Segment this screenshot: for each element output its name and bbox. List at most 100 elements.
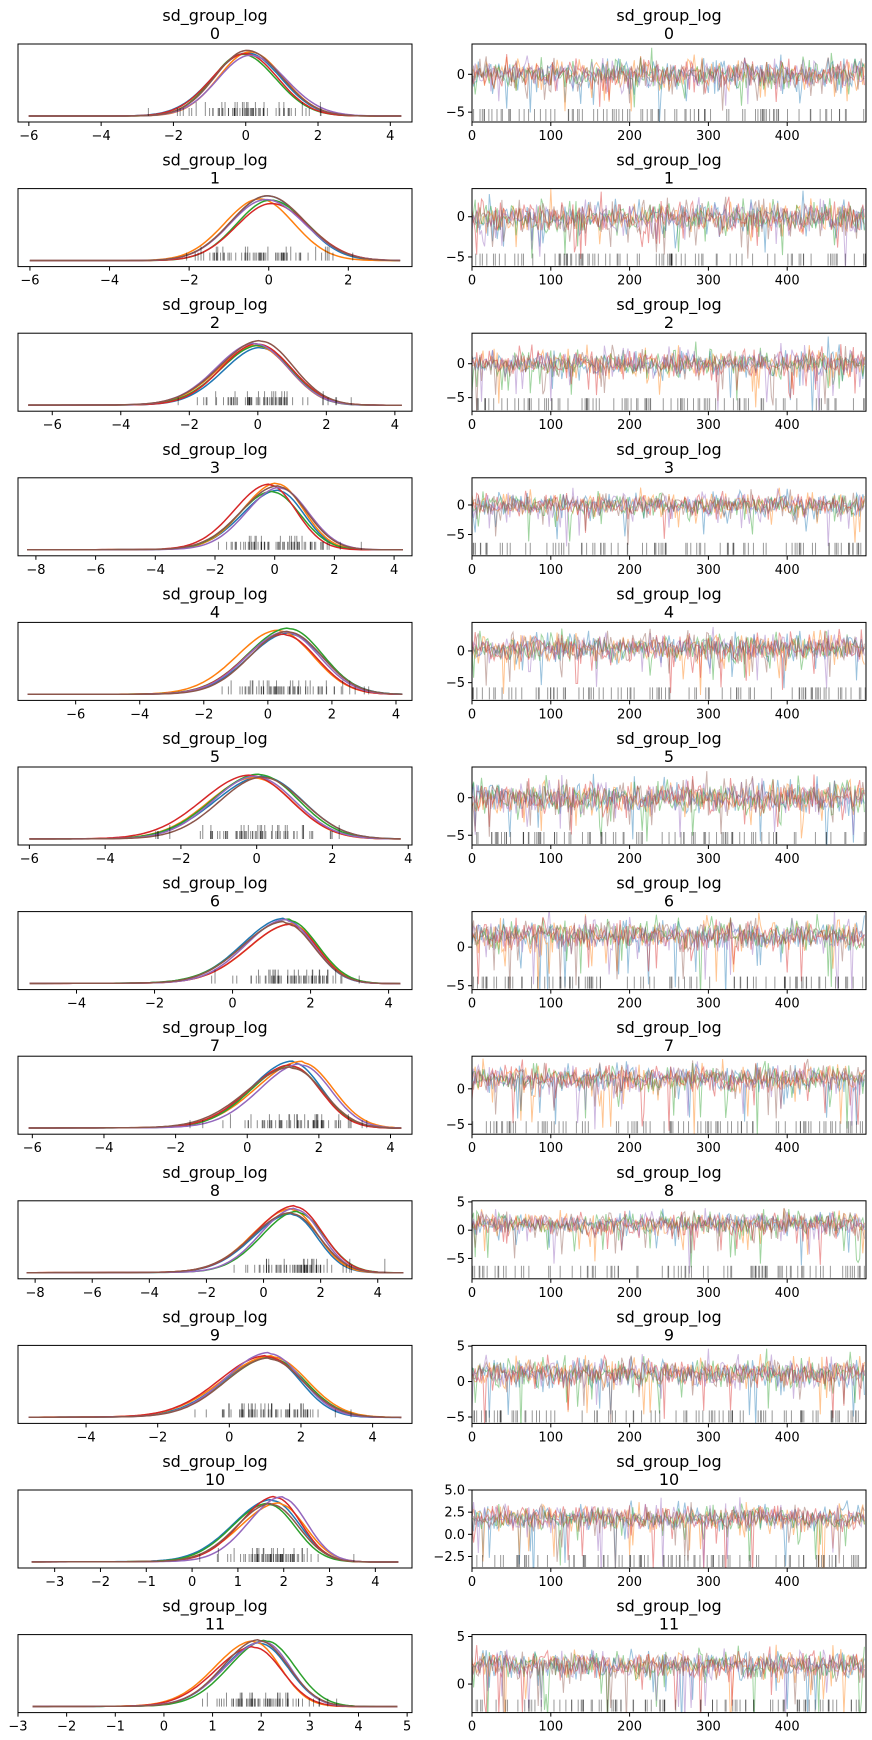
x-tick-label: 0 bbox=[254, 418, 262, 433]
x-tick-label: 200 bbox=[617, 1430, 642, 1445]
x-tick-label: 300 bbox=[696, 418, 721, 433]
x-tick-label: 100 bbox=[538, 418, 563, 433]
x-tick-label: −6 bbox=[19, 129, 38, 144]
y-tick-label: 0 bbox=[457, 357, 465, 372]
x-tick-label: −6 bbox=[83, 1286, 102, 1301]
x-tick-label: −8 bbox=[26, 1286, 45, 1301]
trace-lines bbox=[472, 188, 865, 267]
trace-line-chain-3 bbox=[472, 1210, 865, 1265]
subplot-title: sd_group_log bbox=[616, 1307, 721, 1327]
trace-line-chain-4 bbox=[472, 1348, 865, 1408]
x-tick-label: 300 bbox=[696, 1720, 721, 1735]
x-tick-label: 200 bbox=[617, 1286, 642, 1301]
trace-line-chain-4 bbox=[472, 1208, 865, 1274]
trace-line-chain-5 bbox=[472, 917, 865, 990]
subplot-subtitle: 10 bbox=[659, 1470, 679, 1489]
subplot-subtitle: 6 bbox=[664, 892, 674, 911]
x-tick-label: 4 bbox=[404, 852, 412, 867]
subplot-title: sd_group_log bbox=[162, 440, 267, 460]
axes-frame bbox=[471, 477, 867, 557]
subplot-title: sd_group_log bbox=[616, 874, 721, 894]
subplot-title: sd_group_log bbox=[162, 295, 267, 315]
trace-line-chain-1 bbox=[472, 1501, 865, 1568]
density-line-chain-0 bbox=[28, 1060, 402, 1129]
x-tick-label: 0 bbox=[468, 129, 476, 144]
x-tick-label: 100 bbox=[538, 563, 563, 578]
y-tick-label: −5 bbox=[446, 1118, 465, 1133]
x-tick-label: −6 bbox=[23, 1141, 42, 1156]
x-tick-label: 0 bbox=[259, 1286, 267, 1301]
x-tick-label: −4 bbox=[100, 274, 119, 289]
trace-line-chain-2 bbox=[472, 1503, 865, 1566]
y-tick-label: 0 bbox=[457, 210, 465, 225]
x-tick-label: 300 bbox=[696, 997, 721, 1012]
trace-line-chain-1 bbox=[472, 54, 865, 112]
x-tick-label: 400 bbox=[775, 1720, 800, 1735]
subplot-title: sd_group_log bbox=[162, 1597, 267, 1617]
axes-frame bbox=[17, 766, 413, 846]
y-tick-label: −5 bbox=[446, 250, 465, 265]
x-tick-label: 0 bbox=[160, 1720, 168, 1735]
trace-line-chain-5 bbox=[472, 771, 865, 837]
trace-line-chain-4 bbox=[472, 1648, 865, 1713]
x-tick-label: −2 bbox=[164, 129, 183, 144]
trace-line-chain-2 bbox=[472, 198, 865, 259]
density-line-chain-1 bbox=[28, 1060, 402, 1129]
trace-line-chain-2 bbox=[472, 1645, 865, 1713]
x-tick-label: −2 bbox=[148, 1430, 167, 1445]
trace-line-chain-0 bbox=[472, 773, 865, 845]
trace-line-chain-2 bbox=[472, 341, 865, 401]
x-tick-label: 4 bbox=[392, 707, 400, 722]
y-tick-label: 2.5 bbox=[444, 1506, 465, 1521]
x-tick-label: 4 bbox=[368, 1430, 376, 1445]
trace-line-chain-5 bbox=[472, 628, 865, 686]
x-tick-label: 300 bbox=[696, 563, 721, 578]
density-line-chain-0 bbox=[29, 195, 401, 262]
subplot-title: sd_group_log bbox=[616, 1597, 721, 1617]
x-tick-label: 200 bbox=[617, 1575, 642, 1590]
trace-line-chain-2 bbox=[472, 1060, 865, 1135]
density-line-chain-5 bbox=[31, 1502, 399, 1563]
trace-line-chain-2 bbox=[472, 47, 865, 108]
density-line-chain-0 bbox=[28, 52, 402, 117]
x-tick-label: 1 bbox=[234, 1575, 242, 1590]
x-tick-label: 100 bbox=[538, 1430, 563, 1445]
trace-line-chain-5 bbox=[472, 1650, 865, 1713]
axes-frame bbox=[17, 1344, 413, 1424]
x-tick-label: 2 bbox=[328, 852, 336, 867]
y-tick-label: −5 bbox=[446, 391, 465, 406]
x-tick-label: −2 bbox=[171, 852, 190, 867]
density-line-chain-4 bbox=[28, 1063, 402, 1129]
x-tick-label: 2 bbox=[344, 274, 352, 289]
trace-line-chain-0 bbox=[472, 336, 865, 412]
x-tick-label: 2 bbox=[328, 707, 336, 722]
x-tick-label: 400 bbox=[775, 1575, 800, 1590]
trace-line-chain-1 bbox=[472, 629, 865, 696]
x-tick-label: 2 bbox=[257, 1720, 265, 1735]
trace-line-chain-4 bbox=[472, 197, 865, 267]
subplot-subtitle: 11 bbox=[659, 1615, 679, 1634]
x-tick-label: 0 bbox=[468, 1141, 476, 1156]
axes-frame bbox=[17, 477, 413, 557]
x-tick-label: −4 bbox=[130, 707, 149, 722]
density-line-chain-4 bbox=[28, 54, 402, 117]
trace-line-chain-4 bbox=[472, 342, 865, 411]
x-tick-label: 100 bbox=[538, 274, 563, 289]
x-tick-label: −3 bbox=[45, 1575, 64, 1590]
trace-line-chain-0 bbox=[472, 54, 865, 122]
x-tick-label: 200 bbox=[617, 274, 642, 289]
density-line-chain-4 bbox=[27, 486, 403, 551]
subplot-title: sd_group_log bbox=[616, 1452, 721, 1472]
trace-line-chain-5 bbox=[472, 56, 865, 111]
subplot-subtitle: 0 bbox=[664, 24, 674, 43]
trace-line-chain-5 bbox=[472, 1502, 865, 1568]
trace-lines bbox=[472, 626, 865, 696]
density-line-chain-3 bbox=[28, 342, 402, 406]
x-tick-label: 200 bbox=[617, 1141, 642, 1156]
y-tick-label: −5 bbox=[446, 979, 465, 994]
y-tick-label: −5 bbox=[446, 1252, 465, 1267]
